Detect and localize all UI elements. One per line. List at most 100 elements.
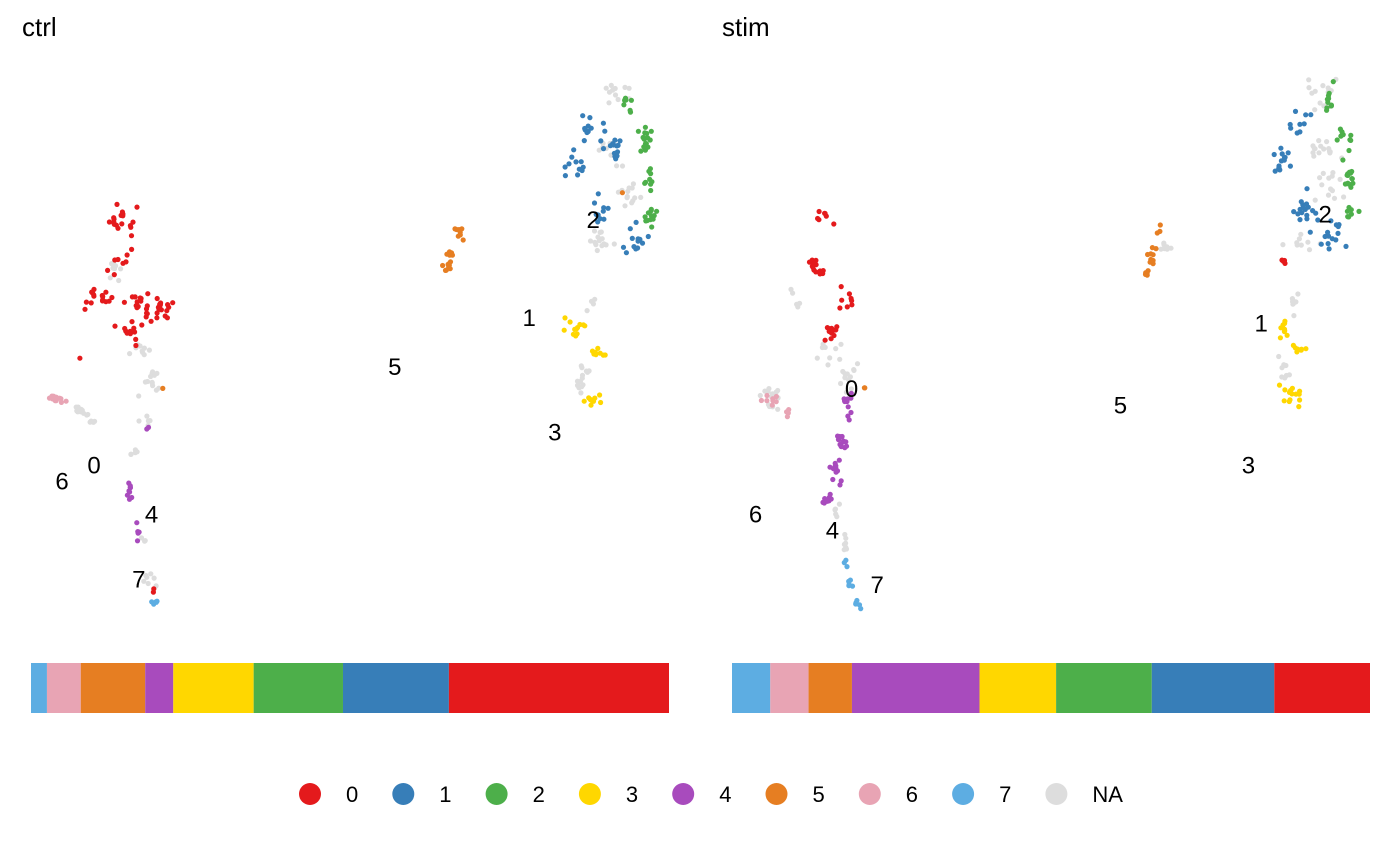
scatter-point [836,457,842,463]
scatter-point [838,380,844,387]
scatter-point [1356,208,1362,214]
scatter-point [590,301,597,307]
scatter-point [854,361,861,367]
scatter-point [134,538,141,544]
composition-segment [31,663,47,713]
composition-segment [770,663,809,713]
scatter-point [822,337,828,343]
scatter-point [786,407,792,413]
scatter-point [143,306,150,312]
scatter-point [843,557,849,563]
scatter-point [1286,372,1292,378]
scatter-point [1337,126,1343,132]
cluster-label: 4 [826,518,839,545]
legend-key [672,783,695,805]
scatter-point [114,201,120,207]
scatter-point [611,241,617,247]
scatter-point [627,226,633,232]
scatter-point [126,496,133,502]
scatter-point [148,318,154,324]
legend-key [299,783,321,805]
scatter-point [1157,222,1163,228]
scatter-point [107,275,113,281]
scatter-point [1280,242,1286,248]
scatter-point [133,342,139,349]
scatter-point [133,336,139,342]
legend-label: 7 [999,782,1011,807]
scatter-point [806,259,813,265]
scatter-point [595,345,601,351]
scatter-point [89,289,95,295]
scatter-point [633,219,639,225]
scatter-point [581,398,587,404]
scatter-point [610,87,616,93]
scatter-point [583,368,590,374]
scatter-point [846,291,853,297]
scatter-point [1289,385,1295,391]
scatter-point [1281,157,1287,163]
scatter-point [843,546,850,552]
scatter-point [1307,229,1313,235]
scatter-point [837,305,843,311]
scatter-point [1304,186,1310,192]
cluster-label: 6 [749,501,762,528]
scatter-point [831,221,837,227]
scatter-point [1312,107,1318,113]
scatter-point [1317,175,1323,181]
scatter-point [1348,137,1354,143]
scatter-point [638,148,644,154]
scatter-point [1145,251,1151,258]
scatter-point [828,496,834,502]
scatter-point [848,409,854,416]
composition-segment [173,663,254,713]
scatter-point [605,205,611,211]
scatter-point [105,267,111,273]
scatter-point [600,208,606,214]
scatter-point [827,491,833,497]
scatter-point [639,240,646,246]
scatter-point [1158,246,1164,252]
scatter-point [628,97,635,103]
scatter-point [586,395,592,401]
scatter-point [153,387,159,393]
scatter-point [144,426,150,432]
scatter-point [136,418,142,424]
scatter-point [1161,240,1167,246]
scatter-point [157,302,163,308]
scatter-point [622,84,628,90]
scatter-point [602,128,608,134]
scatter-point [77,355,83,361]
scatter-point [848,386,854,392]
scatter-point [120,211,126,217]
scatter-point [811,260,817,267]
cluster-label: 5 [1114,392,1127,419]
scatter-point [1316,138,1322,144]
scatter-point [861,385,868,391]
scatter-point [111,272,117,278]
scatter-point [1324,105,1330,111]
scatter-point [827,355,833,361]
scatter-point [149,379,155,385]
scatter-point [1286,389,1293,395]
scatter-point [654,208,660,214]
scatter-point [1298,231,1304,237]
scatter-point [587,238,594,244]
scatter-point [1313,210,1319,216]
scatter-point [645,233,651,240]
scatter-point [608,82,614,88]
scatter-point [619,163,626,169]
scatter-point [593,211,599,217]
scatter-point [144,378,151,385]
legend-key [765,783,788,805]
scatter-point [127,483,133,489]
composition-segment [1056,663,1152,713]
scatter-point [1312,88,1318,94]
legend-key [952,783,975,805]
scatter-point [1326,246,1332,252]
scatter-point [622,96,628,102]
scatter-point [162,313,168,319]
scatter-point [1308,112,1314,118]
scatter-point [615,96,621,103]
scatter-point [619,190,626,196]
scatter-point [626,85,632,91]
